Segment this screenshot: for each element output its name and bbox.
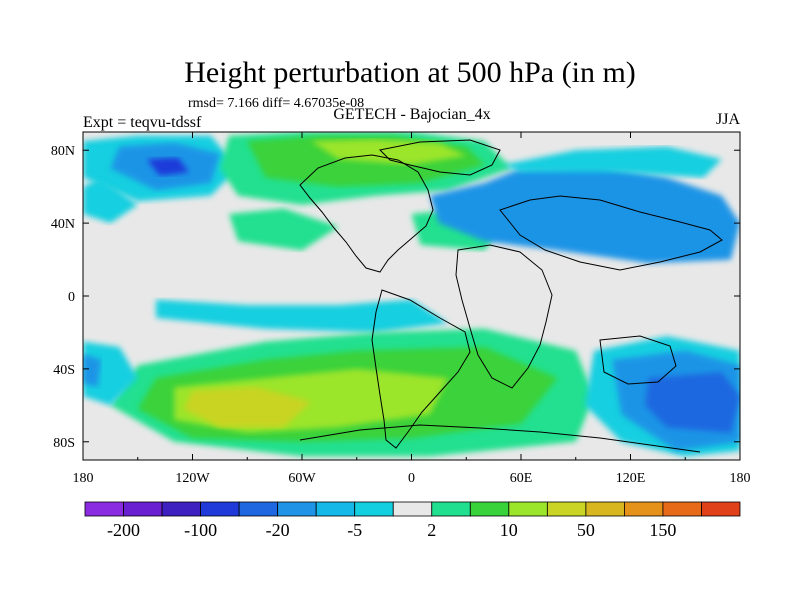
coastline-north-america	[299, 154, 434, 273]
x-tick-label: 60W	[288, 471, 316, 486]
colorbar-label: -100	[184, 520, 217, 540]
coastline-greenland	[378, 139, 501, 176]
colorbar-swatch	[161, 501, 201, 517]
colorbar-swatch	[662, 501, 702, 517]
x-axis: 180 120W 60W 0 60E 120E 180	[73, 132, 751, 486]
colorbar-swatch	[315, 501, 356, 517]
y-axis: 80N 40N 0 40S 80S	[51, 144, 740, 451]
colorbar-swatch	[354, 501, 394, 517]
plot-area	[83, 132, 740, 460]
coastlines	[299, 139, 723, 453]
colorbar-swatch	[546, 501, 587, 517]
contour-fills	[83, 132, 740, 457]
stats-line: rmsd= 7.166 diff= 4.67035e-08	[188, 96, 364, 111]
contour-region-6	[311, 139, 467, 165]
colorbar-label: 50	[577, 520, 595, 540]
x-tick-label: 0	[408, 471, 415, 486]
contour-region-18	[645, 372, 740, 433]
contour-region-7	[229, 208, 339, 251]
contour-region-10	[502, 146, 722, 178]
contour-region-15	[183, 387, 312, 428]
colorbar-swatch	[585, 501, 625, 517]
colorbar-swatch	[238, 501, 279, 517]
coastline-eurasia	[499, 195, 723, 271]
colorbar-label: -5	[347, 520, 362, 540]
right-label: JJA	[716, 111, 740, 128]
colorbar-label: -20	[266, 520, 290, 540]
left-label: Expt = teqvu-tdssf	[83, 114, 202, 131]
colorbar-label: 10	[500, 520, 518, 540]
x-tick-label: 60E	[510, 471, 533, 486]
colorbar-label: 2	[427, 520, 436, 540]
chart-title: Height perturbation at 500 hPa (in m)	[184, 56, 636, 89]
colorbar-swatch	[123, 501, 163, 517]
colorbar-swatch	[431, 501, 471, 517]
coastline-africa	[455, 244, 553, 389]
y-tick-label: 80N	[51, 144, 75, 159]
colorbar-swatch	[508, 501, 548, 517]
colorbar-label: 150	[649, 520, 676, 540]
coastline-australia	[599, 335, 677, 385]
contour-region-20	[83, 354, 102, 388]
y-tick-label: 40S	[53, 363, 75, 378]
colorbar-swatch	[469, 501, 510, 517]
colorbar: -200 -100 -20 -5 2 10 50 150	[84, 501, 741, 540]
colorbar-label: -200	[107, 520, 140, 540]
colorbar-swatch	[84, 501, 124, 517]
y-tick-label: 80S	[53, 436, 75, 451]
colorbar-swatch	[624, 501, 664, 517]
x-tick-label: 120W	[175, 471, 210, 486]
colorbar-swatch	[277, 501, 317, 517]
x-tick-label: 120E	[616, 471, 646, 486]
contour-region-3	[83, 177, 138, 224]
y-tick-label: 40N	[51, 217, 75, 232]
colorbar-swatch	[392, 501, 433, 517]
colorbar-swatch	[200, 501, 240, 517]
contour-region-11	[156, 299, 448, 333]
x-tick-label: 180	[73, 471, 94, 486]
y-tick-label: 0	[68, 290, 75, 305]
center-label: GETECH - Bajocian_4x	[333, 106, 490, 123]
coastline-antarctica	[299, 424, 701, 453]
contour-region-9	[429, 164, 740, 264]
coastline-south-america	[371, 289, 471, 449]
contour-region-19	[83, 341, 138, 406]
colorbar-swatch	[701, 501, 741, 517]
x-tick-label: 180	[730, 471, 751, 486]
contour-region-2	[146, 157, 189, 176]
